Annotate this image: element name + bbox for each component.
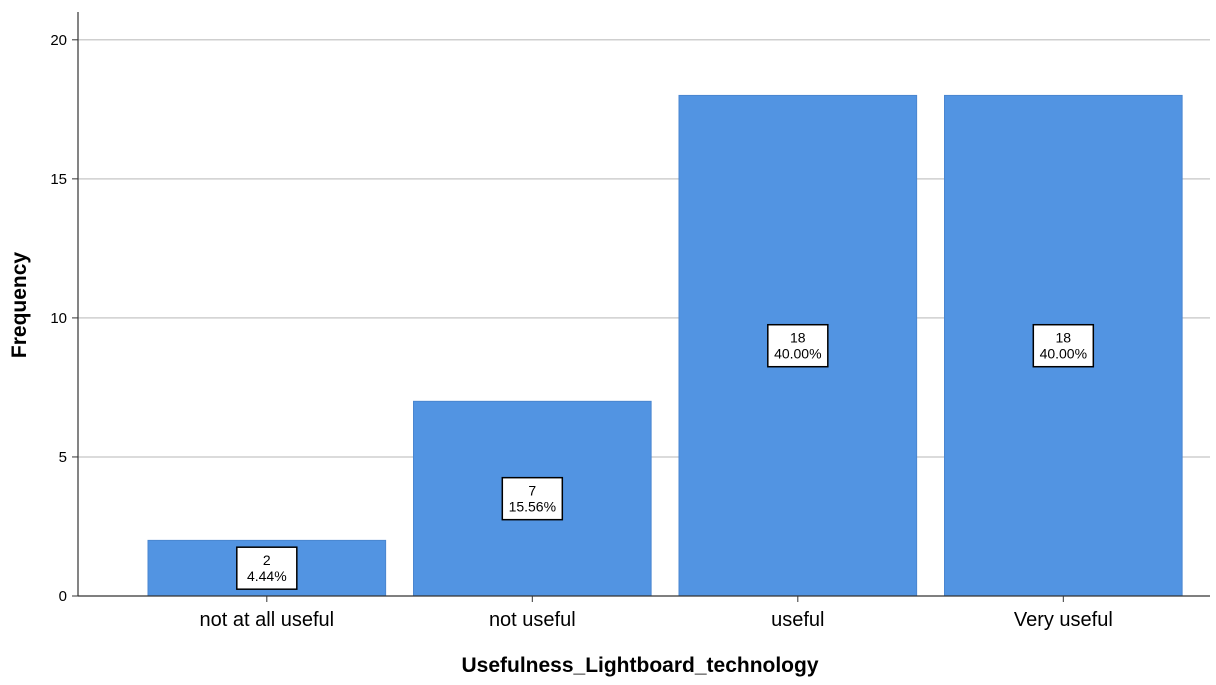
x-tick-label: Very useful: [1014, 609, 1113, 631]
x-tick-label: not at all useful: [200, 609, 335, 631]
data-label-count: 18: [790, 330, 806, 346]
data-label-box: [236, 546, 298, 590]
y-tick-label: 5: [59, 449, 67, 466]
axes: 0 5 10 15 20 not at all useful not useful usefu…: [50, 12, 1210, 631]
y-tick-label: 10: [50, 310, 67, 327]
data-label-count: 2: [263, 552, 271, 568]
bars: [147, 94, 1183, 597]
x-axis-title: Usefulness_Lightboard_technology: [461, 654, 818, 677]
data-label-box: [1032, 323, 1095, 368]
data-label-percent: 40.00%: [1040, 346, 1087, 362]
data-label-percent: 15.56%: [509, 499, 556, 515]
data-label-percent: 4.44%: [247, 568, 287, 584]
data-label-percent: 40.00%: [774, 346, 821, 362]
x-tick-label: not useful: [489, 609, 576, 631]
data-label-box: [767, 323, 829, 368]
data-label-box: [501, 476, 564, 521]
data-label-count: 7: [528, 483, 536, 499]
y-tick-label: 20: [50, 32, 67, 49]
y-tick-label: 15: [50, 171, 67, 188]
data-label-count: 18: [1056, 330, 1072, 346]
x-tick-label: useful: [771, 609, 824, 631]
y-tick-label: 0: [59, 588, 67, 605]
y-axis-title: Frequency: [8, 252, 31, 359]
